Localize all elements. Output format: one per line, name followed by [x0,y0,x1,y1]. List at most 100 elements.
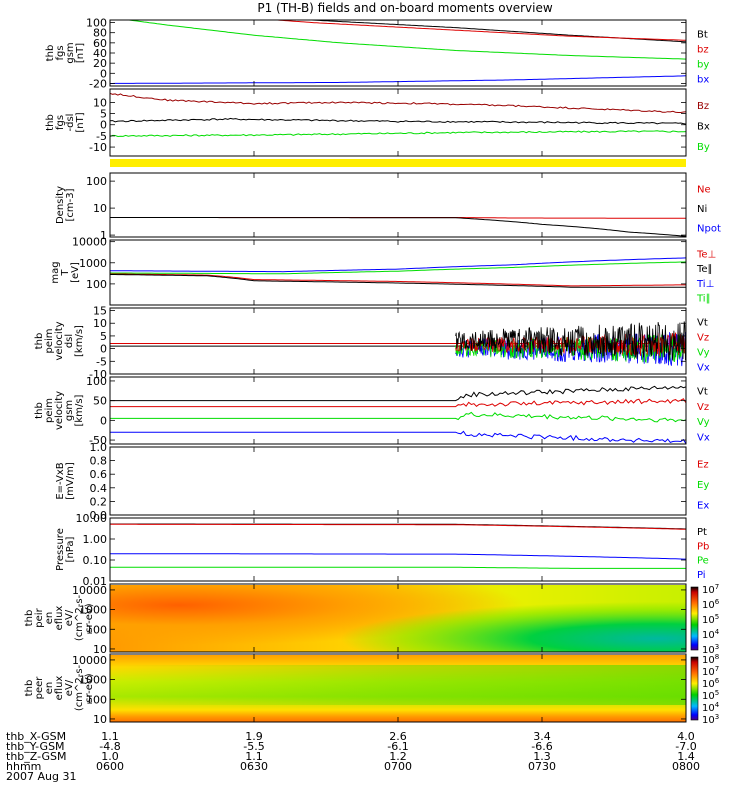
ephem-value: 0630 [240,760,268,773]
svg-text:velocity: velocity [54,391,65,430]
svg-text:sr-eV): sr-eV) [84,673,95,702]
tick-label: 10000 [72,584,107,597]
ephem-value: -7.0 [675,740,696,753]
svg-text:eflux: eflux [54,606,65,631]
legend-By: By [697,142,710,153]
svg-text:eV/: eV/ [64,609,75,626]
svg-text:Density: Density [55,186,66,224]
svg-text:peer: peer [34,676,45,700]
tick-label: -10 [89,368,107,381]
tick-label: 0.4 [90,482,108,495]
legend-Te∥: Te∥ [696,264,713,275]
tick-label: 100 [86,175,107,188]
ylabel-fgs-dsl: thb fgs -dsl [nT] [45,112,86,132]
legend-Ey: Ey [697,480,709,491]
series-temperature-Ti⊥ [110,257,686,273]
legend-Vy: Vy [697,348,710,359]
tick-label: 15 [93,305,107,318]
colorbar-label: 104 [702,628,720,641]
svg-text:[nT]: [nT] [75,43,86,63]
ylabel-electron-spectrogram: thb peer en eflux eV/(cm^2-s-sr-eV) [24,664,95,711]
svg-text:[nT]: [nT] [75,112,86,132]
svg-text:eV/: eV/ [64,679,75,696]
tick-label: 10000 [72,236,107,249]
ylabel-density: Density [cm-3] [55,186,76,224]
colorbar-label: 105 [702,689,719,702]
tick-label: 100 [86,17,107,30]
ylabel-velocity-gsm: thb peim velocity gsm [km/s] [34,391,85,430]
tick-label: 0 [100,343,107,356]
legend-Pb: Pb [697,541,709,552]
svg-text:velocity: velocity [54,321,65,360]
legend-bx: bx [697,75,709,86]
colorbar-label: 107 [702,583,719,596]
tick-label: 10 [93,713,107,726]
svg-text:eflux: eflux [54,676,65,701]
panel-frame [109,239,687,306]
series-density-Ni [110,217,686,237]
legend-Vx: Vx [697,363,710,374]
ephem-value: -6.1 [387,740,408,753]
ylabel-fgs-gsm: thb fgs gsm [nT] [45,42,86,63]
legend-Vt: Vt [697,387,708,398]
series-temperature-Te∥ [110,274,686,288]
svg-text:peim: peim [44,328,55,353]
tick-label: 0.0 [90,509,108,522]
tick-label: 0.01 [83,575,108,588]
colorbar-label: 103 [702,643,719,656]
legend-Bt: Bt [697,30,708,41]
svg-text:(cm^2-s-: (cm^2-s- [74,594,85,641]
svg-text:[mV/m]: [mV/m] [65,462,76,500]
svg-text:dsl: dsl [64,334,75,348]
tick-label: 10 [93,96,107,109]
tick-label: 60 [93,37,107,50]
series-velocity-gsm-Vx [110,430,686,444]
svg-text:en: en [44,612,55,625]
series-fgs-dsl-By [110,130,686,138]
legend-Bz: Bz [697,101,709,112]
ylabel-e-field: E=-VxB [mV/m] [55,462,76,500]
svg-text:T: T [60,269,71,277]
panel-electron-spectrogram: 10000 1000 100 10 thb peer en eflux eV/(cm^2-s-s… [24,654,107,726]
colorbar-label: 107 [702,665,719,678]
noise-black [455,321,686,361]
tick-label: -5 [96,355,107,368]
noise-blue [455,332,686,367]
panel-frame [109,376,687,445]
yellow-status-bar [110,159,686,167]
ion-spectrogram-image [110,585,686,652]
ephem-value: 1.1 [101,730,119,743]
tick-label: 1000 [79,674,107,687]
tick-label: 0 [100,414,107,427]
tick-label: 1000 [79,604,107,617]
svg-text:fgs: fgs [55,115,66,130]
legend-Pt: Pt [697,527,707,538]
svg-text:gsm: gsm [64,400,75,421]
ephem-value: 1.0 [101,750,119,763]
svg-text:[nPa]: [nPa] [65,536,76,562]
ylabel-pressure: Pressure [nPa] [55,528,76,571]
ylabel-temperature: mag T [eV] [50,261,81,283]
ephem-value: 0800 [672,760,700,773]
ephem-value: 4.0 [677,730,695,743]
tick-label: -50 [89,434,107,447]
colorbar-label: 108 [702,653,719,666]
tick-label: -10 [89,141,107,154]
ephem-value: -6.6 [531,740,552,753]
series-pressure-Pi [110,553,686,560]
panel-frame [109,19,687,87]
tick-label: 0.2 [90,495,108,508]
ephem-value: 0730 [528,760,556,773]
svg-text:[km/s]: [km/s] [74,325,85,357]
tick-label: 20 [93,57,107,70]
colorbar-label: 104 [702,701,720,714]
ylabel-velocity-dsl: thb peim velocity dsl [km/s] [34,321,85,360]
ephem-value: 2.6 [389,730,407,743]
svg-text:[km/s]: [km/s] [74,394,85,426]
ephem-value: 1.3 [533,750,551,763]
series-pressure-Pe [110,566,686,569]
legend-Ex: Ex [697,501,709,512]
legend-by: by [697,60,709,71]
